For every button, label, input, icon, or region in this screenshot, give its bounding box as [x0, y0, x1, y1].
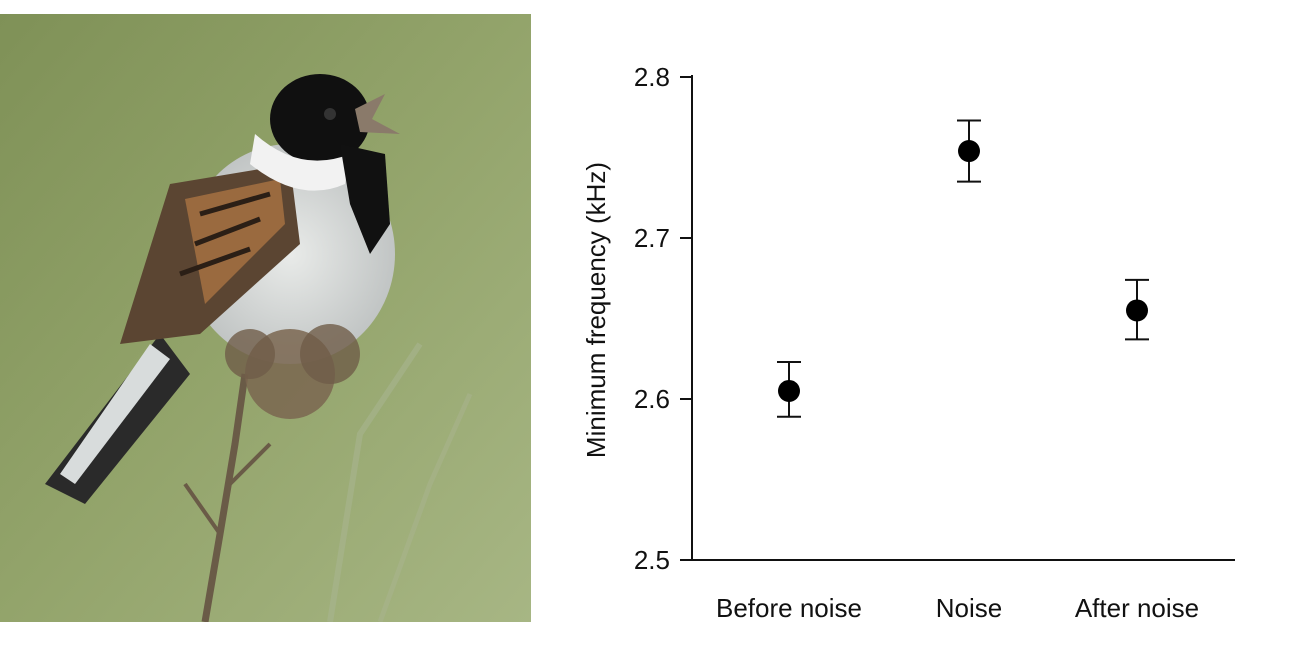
x-tick-label: Before noise — [716, 593, 862, 623]
bird-photo — [0, 14, 531, 623]
x-tick-labels: Before noise Noise After noise — [716, 593, 1199, 623]
data-point — [778, 379, 800, 402]
y-tick-label: 2.8 — [634, 62, 670, 92]
x-tick-label: After noise — [1075, 593, 1199, 623]
data-marks — [777, 119, 1149, 418]
x-tick-label: Noise — [936, 593, 1002, 623]
y-axis-label: Minimum frequency (kHz) — [581, 162, 611, 458]
y-tick-label: 2.5 — [634, 545, 670, 575]
data-point — [958, 140, 980, 163]
chart-axes — [691, 75, 1235, 561]
chart: 2.5 2.6 2.7 2.8 Before noise Noise After nois… — [560, 0, 1280, 651]
chart-svg: 2.5 2.6 2.7 2.8 Before noise Noise After nois… — [581, 62, 1235, 623]
y-tick-label: 2.7 — [634, 223, 670, 253]
y-tick-label: 2.6 — [634, 384, 670, 414]
data-point — [1126, 299, 1148, 322]
y-ticks: 2.5 2.6 2.7 2.8 — [634, 62, 692, 575]
bird-photo-image — [0, 14, 531, 623]
